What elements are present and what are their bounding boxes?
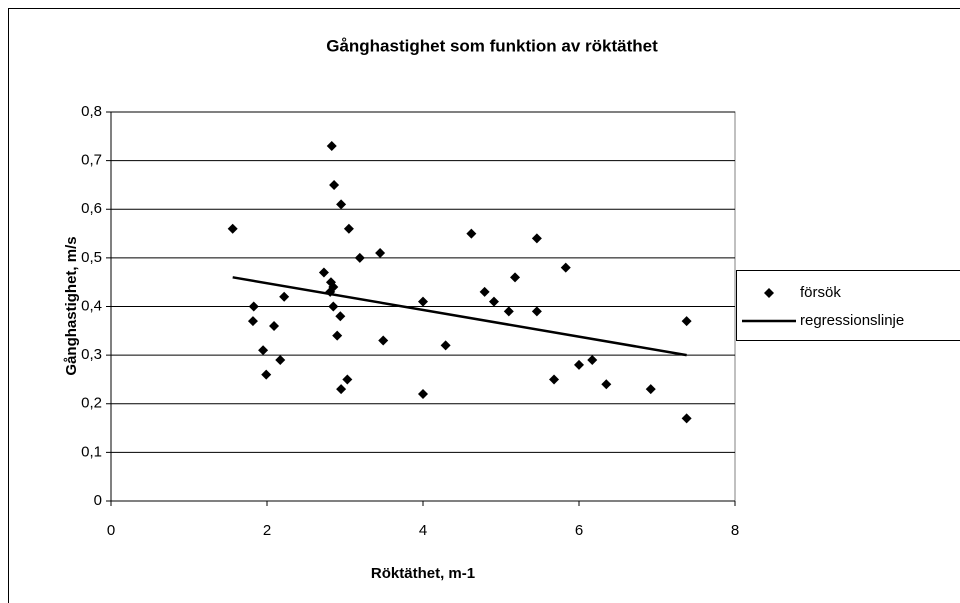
point xyxy=(503,306,514,317)
x-tick-label: 8 xyxy=(731,522,739,539)
point xyxy=(318,267,329,278)
y-tick-label: 0,5 xyxy=(81,249,102,266)
point xyxy=(275,354,286,365)
y-tick-label: 0,7 xyxy=(81,152,102,169)
y-tick-label: 0,1 xyxy=(81,443,102,460)
x-tick-label: 2 xyxy=(263,522,271,539)
point xyxy=(343,223,354,234)
point xyxy=(681,413,692,424)
point xyxy=(601,379,612,390)
point xyxy=(466,228,477,239)
point xyxy=(336,384,347,395)
point xyxy=(335,311,346,322)
point xyxy=(549,374,560,385)
point xyxy=(328,301,339,312)
y-tick-label: 0 xyxy=(94,492,102,509)
point xyxy=(531,306,542,317)
point xyxy=(269,320,280,331)
point xyxy=(681,316,692,327)
y-tick-label: 0,8 xyxy=(81,103,102,120)
point xyxy=(248,301,259,312)
legend xyxy=(736,270,960,341)
point xyxy=(440,340,451,351)
point xyxy=(560,262,571,273)
point xyxy=(227,223,238,234)
point xyxy=(645,384,656,395)
x-axis-label: Röktäthet, m-1 xyxy=(371,565,475,582)
chart-title: Gånghastighet som funktion av röktäthet xyxy=(326,36,658,55)
point xyxy=(587,354,598,365)
point xyxy=(329,179,340,190)
point xyxy=(261,369,272,380)
y-tick-label: 0,4 xyxy=(81,297,102,314)
point xyxy=(336,199,347,210)
point xyxy=(574,359,584,370)
point xyxy=(258,345,269,356)
point xyxy=(488,296,499,307)
point xyxy=(326,141,337,152)
y-tick-label: 0,2 xyxy=(81,395,102,412)
point xyxy=(378,335,389,346)
point xyxy=(418,296,428,307)
point xyxy=(375,248,386,259)
regression-line xyxy=(232,276,687,357)
y-tick-label: 0,6 xyxy=(81,200,102,217)
point xyxy=(247,316,258,327)
point xyxy=(342,374,353,385)
x-tick-label: 6 xyxy=(575,522,583,539)
point xyxy=(510,272,521,283)
point xyxy=(279,291,290,302)
x-tick-label: 0 xyxy=(107,522,115,539)
x-tick-label: 4 xyxy=(419,522,427,539)
y-tick-label: 0,3 xyxy=(81,346,102,363)
legend-marker xyxy=(764,288,774,298)
legend-label: försök xyxy=(800,284,841,301)
point xyxy=(479,286,490,297)
legend-label: regressionslinje xyxy=(800,312,904,329)
point xyxy=(418,389,428,400)
point xyxy=(332,330,343,341)
point xyxy=(531,233,542,244)
point xyxy=(354,252,365,263)
y-axis-label: Gånghastighet, m/s xyxy=(63,236,80,375)
